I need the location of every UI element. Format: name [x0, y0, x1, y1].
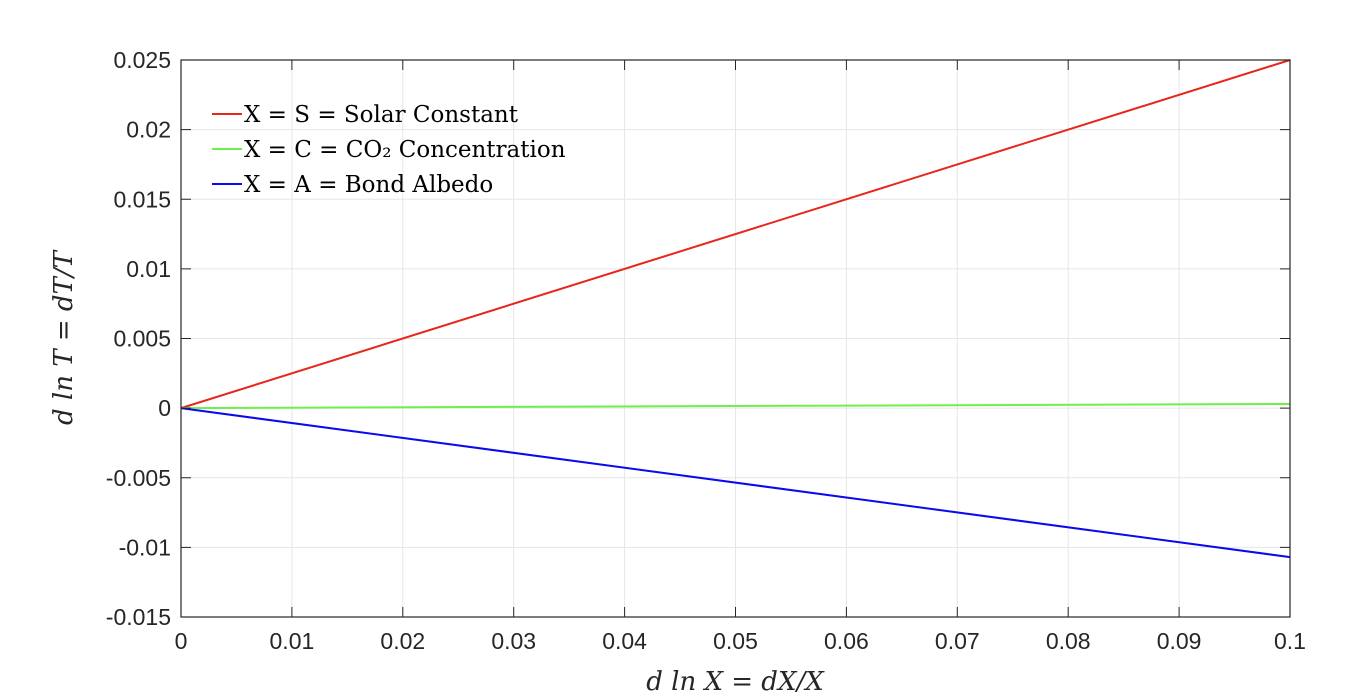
y-tick-label: 0.02	[126, 117, 171, 143]
legend: X = S = Solar Constant X = C = CO₂ Concen…	[212, 102, 566, 198]
x-tick-label: 0.09	[1157, 628, 1202, 654]
x-tick-label: 0.02	[380, 628, 425, 654]
x-tick-label: 0.1	[1274, 628, 1306, 654]
x-tick-label: 0.04	[602, 628, 647, 654]
y-tick-label: -0.01	[119, 534, 171, 560]
x-tick-label: 0.01	[270, 628, 315, 654]
x-tick-label: 0.05	[713, 628, 758, 654]
legend-label: X = S = Solar Constant	[244, 102, 519, 128]
ticks: 0 0.01 0.02 0.03 0.04 0.05 0.06 0.07 0.08 0.09 0.1…	[106, 47, 1306, 654]
x-axis-label: d ln X = dX/X	[646, 667, 825, 692]
y-tick-label: -0.015	[106, 604, 171, 630]
y-tick-label: 0.005	[113, 326, 171, 352]
y-tick-label: -0.005	[106, 465, 171, 491]
x-tick-label: 0.07	[935, 628, 980, 654]
y-tick-label: 0	[158, 395, 171, 421]
legend-label: X = C = CO₂ Concentration	[244, 137, 566, 163]
series-line	[180, 407, 1291, 559]
y-tick-label: 0.01	[126, 256, 171, 282]
y-tick-label: 0.015	[113, 186, 171, 212]
x-tick-label: 0.03	[491, 628, 536, 654]
x-tick-label: 0	[175, 628, 188, 654]
series-lines	[180, 59, 1291, 559]
x-tick-label: 0.06	[824, 628, 869, 654]
legend-label: X = A = Bond Albedo	[244, 172, 493, 198]
y-axis-label: d ln T = dT/T	[49, 249, 79, 425]
series-line	[180, 59, 1291, 410]
x-tick-label: 0.08	[1046, 628, 1091, 654]
y-tick-label: 0.025	[113, 47, 171, 73]
series-line	[180, 402, 1291, 410]
